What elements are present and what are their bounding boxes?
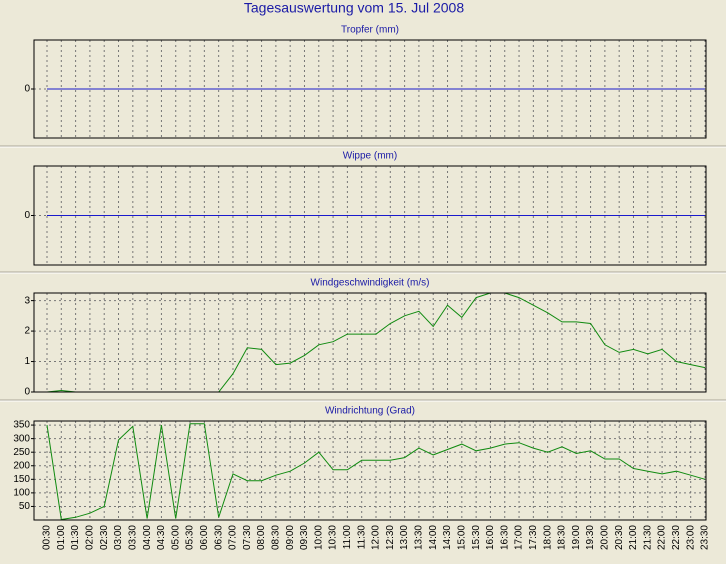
x-tick-label: 23:30: [700, 525, 711, 550]
x-tick-label: 08:00: [256, 525, 267, 550]
x-tick-label: 17:30: [528, 525, 539, 550]
x-tick-label: 04:00: [142, 525, 153, 550]
x-tick-label: 20:30: [614, 525, 625, 550]
panel-title: Windrichtung (Grad): [325, 406, 415, 417]
x-tick-label: 03:30: [127, 525, 138, 550]
x-tick-label: 21:30: [642, 525, 653, 550]
x-tick-label: 02:30: [99, 525, 110, 550]
x-tick-label: 04:30: [156, 525, 167, 550]
x-tick-label: 12:30: [385, 525, 396, 550]
panel-title: Wippe (mm): [343, 151, 397, 162]
x-tick-label: 16:00: [485, 525, 496, 550]
y-tick-label: 2: [24, 326, 30, 337]
x-tick-label: 09:30: [299, 525, 310, 550]
y-tick-label: 350: [13, 420, 30, 431]
x-tick-label: 07:30: [242, 525, 253, 550]
x-tick-label: 18:30: [557, 525, 568, 550]
x-tick-label: 09:00: [285, 525, 296, 550]
plot-area: [34, 293, 706, 392]
x-tick-label: 14:00: [428, 525, 439, 550]
x-tick-label: 15:00: [456, 525, 467, 550]
x-tick-label: 02:00: [85, 525, 96, 550]
y-tick-label: 0: [24, 387, 30, 398]
x-tick-label: 05:30: [185, 525, 196, 550]
y-tick-label: 50: [19, 501, 31, 512]
x-tick-label: 08:30: [271, 525, 282, 550]
x-tick-label: 06:30: [213, 525, 224, 550]
x-tick-label: 11:00: [342, 525, 353, 550]
x-tick-label: 07:00: [228, 525, 239, 550]
x-tick-label: 19:30: [585, 525, 596, 550]
panel-title: Windgeschwindigkeit (m/s): [311, 278, 430, 289]
x-tick-label: 22:30: [671, 525, 682, 550]
y-tick-label: 300: [13, 433, 30, 444]
x-tick-label: 16:30: [499, 525, 510, 550]
plot-area: [34, 421, 706, 520]
y-tick-label: 100: [13, 488, 30, 499]
plot-border: [33, 292, 707, 393]
x-tick-label: 01:30: [70, 525, 81, 550]
x-tick-label: 20:00: [600, 525, 611, 550]
x-tick-label: 01:00: [56, 525, 67, 550]
x-tick-label: 15:30: [471, 525, 482, 550]
x-tick-label: 06:00: [199, 525, 210, 550]
x-tick-label: 05:00: [170, 525, 181, 550]
panel-title: Tropfer (mm): [341, 25, 399, 36]
page-title: Tagesauswertung vom 15. Jul 2008: [244, 0, 464, 16]
x-tick-label: 00:30: [42, 525, 53, 550]
x-tick-label: 03:00: [113, 525, 124, 550]
y-tick-label: 250: [13, 447, 30, 458]
x-tick-label: 13:30: [414, 525, 425, 550]
x-tick-label: 13:00: [399, 525, 410, 550]
x-tick-label: 17:00: [514, 525, 525, 550]
x-tick-label: 21:00: [628, 525, 639, 550]
plot-border: [33, 420, 707, 521]
y-tick-label: 200: [13, 460, 30, 471]
x-tick-label: 10:30: [328, 525, 339, 550]
x-tick-label: 18:00: [542, 525, 553, 550]
x-tick-label: 12:00: [371, 525, 382, 550]
y-tick-label: 0: [24, 210, 30, 221]
y-tick-label: 3: [24, 295, 30, 306]
y-tick-label: 0: [24, 84, 30, 95]
x-tick-label: 11:30: [356, 525, 367, 550]
data-line: [46, 423, 706, 521]
x-tick-label: 14:30: [442, 525, 453, 550]
x-tick-label: 10:00: [313, 525, 324, 550]
x-tick-label: 23:00: [685, 525, 696, 550]
y-tick-label: 150: [13, 474, 30, 485]
y-tick-label: 1: [24, 356, 30, 367]
x-tick-label: 19:00: [571, 525, 582, 550]
plot-border: [33, 165, 707, 266]
plot-border: [33, 39, 707, 139]
x-tick-label: 22:00: [657, 525, 668, 550]
